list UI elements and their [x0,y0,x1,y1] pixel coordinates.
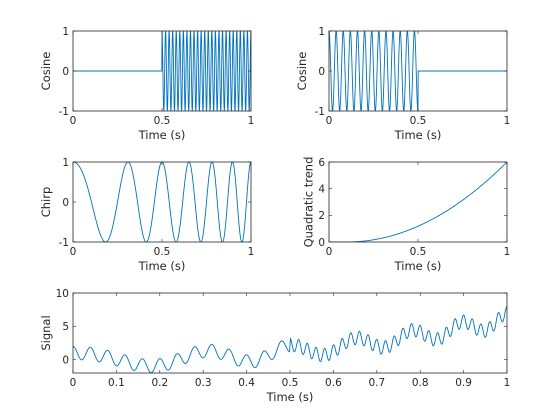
x-tick-label: 0.7 [368,377,385,389]
y-axis-label: Chirp [39,187,53,218]
y-tick-label: -1 [59,237,69,249]
x-tick-label: 0.8 [412,377,429,389]
x-tick-label: 0.6 [325,377,342,389]
x-axis-label: Time (s) [394,128,442,142]
series-line-quadratic-trend [329,162,507,242]
y-tick-label: 2 [318,210,325,222]
x-tick-label: 0.5 [154,246,171,258]
y-tick-label: -1 [59,106,69,118]
x-tick-label: 1 [504,377,511,389]
x-tick-label: 0.5 [282,377,299,389]
x-tick-label: 0 [70,377,77,389]
series-line-cosine-early [329,31,507,111]
x-axis-label: Time (s) [138,259,186,273]
y-tick-label: 1 [62,157,69,169]
y-tick-label: 5 [62,321,69,333]
axes-box [72,161,252,243]
x-tick-label: 0.9 [455,377,472,389]
y-tick-label: 0 [62,354,69,366]
series-line-cosine-late [73,31,251,111]
y-tick-label: 1 [318,26,325,38]
x-tick-label: 0.1 [108,377,125,389]
x-tick-label: 1 [504,246,511,258]
x-tick-label: 1 [248,246,255,258]
y-tick-label: 1 [62,26,69,38]
y-axis-label: Cosine [39,52,53,91]
y-tick-label: 0 [62,66,69,78]
axes-box [328,161,508,243]
y-axis-label: Signal [39,315,53,350]
x-tick-label: 0 [326,246,333,258]
subplot-quadratic-trend: 0 0.5 1 0 2 4 6 Time (s) Quadratic trend [302,157,511,273]
x-axis-label: Time (s) [266,390,314,404]
y-tick-label: 0 [318,66,325,78]
series-line-chirp [73,162,251,242]
x-tick-label: 0 [70,246,77,258]
y-tick-label: 6 [318,157,325,169]
x-tick-label: 0.5 [410,115,427,127]
x-tick-label: 0.4 [238,377,255,389]
x-axis-label: Time (s) [394,259,442,273]
x-tick-label: 1 [504,115,511,127]
x-tick-label: 0 [70,115,77,127]
x-axis-label: Time (s) [138,128,186,142]
y-tick-label: 10 [56,288,69,300]
y-tick-label: -1 [315,106,325,118]
y-axis-label: Quadratic trend [302,157,316,248]
x-tick-label: 0.2 [151,377,168,389]
y-tick-label: 0 [62,197,69,209]
y-axis-label: Cosine [295,52,309,91]
axes-box [72,292,508,374]
x-tick-label: 0.3 [195,377,212,389]
y-tick-label: 4 [318,183,325,195]
x-tick-label: 0 [326,115,333,127]
y-tick-label: 0 [318,237,325,249]
x-tick-label: 1 [248,115,255,127]
x-tick-label: 0.5 [154,115,171,127]
series-line-signal-sum [73,306,507,373]
x-tick-label: 0.5 [410,246,427,258]
